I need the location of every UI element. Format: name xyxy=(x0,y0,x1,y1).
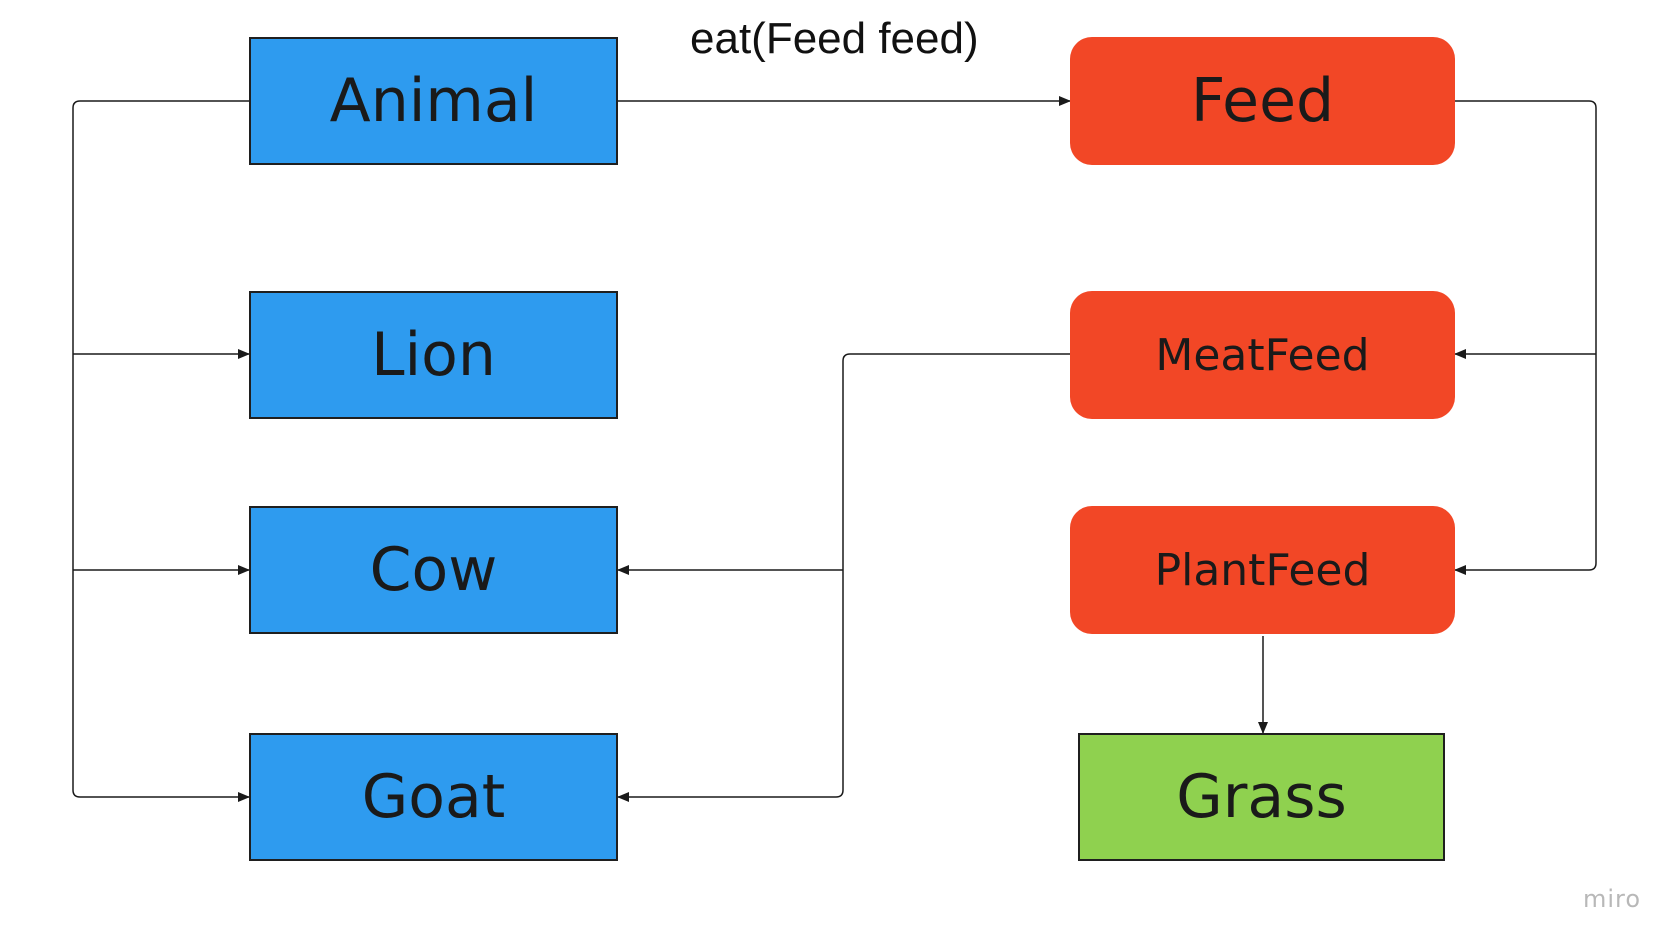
lion-label: Lion xyxy=(371,320,496,390)
animal-label: Animal xyxy=(329,66,538,136)
plantfeed-label: PlantFeed xyxy=(1154,544,1371,596)
miro-watermark: miro xyxy=(1583,885,1642,913)
animal-node[interactable]: Animal xyxy=(249,37,618,165)
meatfeed-node[interactable]: MeatFeed xyxy=(1070,291,1455,419)
goat-label: Goat xyxy=(361,762,506,832)
grass-node[interactable]: Grass xyxy=(1078,733,1445,861)
lion-node[interactable]: Lion xyxy=(249,291,618,419)
cow-node[interactable]: Cow xyxy=(249,506,618,634)
connector-meatfeed-bus xyxy=(617,353,1070,802)
meatfeed-label: MeatFeed xyxy=(1155,329,1370,381)
edge-label-eat: eat(Feed feed) xyxy=(690,14,979,63)
plantfeed-node[interactable]: PlantFeed xyxy=(1070,506,1455,634)
grass-label: Grass xyxy=(1176,762,1347,832)
feed-label: Feed xyxy=(1190,66,1335,136)
feed-node[interactable]: Feed xyxy=(1070,37,1455,165)
goat-node[interactable]: Goat xyxy=(249,733,618,861)
connector-feed-bus xyxy=(1454,100,1597,575)
cow-label: Cow xyxy=(369,535,498,605)
connector-animal-bus xyxy=(72,100,250,802)
